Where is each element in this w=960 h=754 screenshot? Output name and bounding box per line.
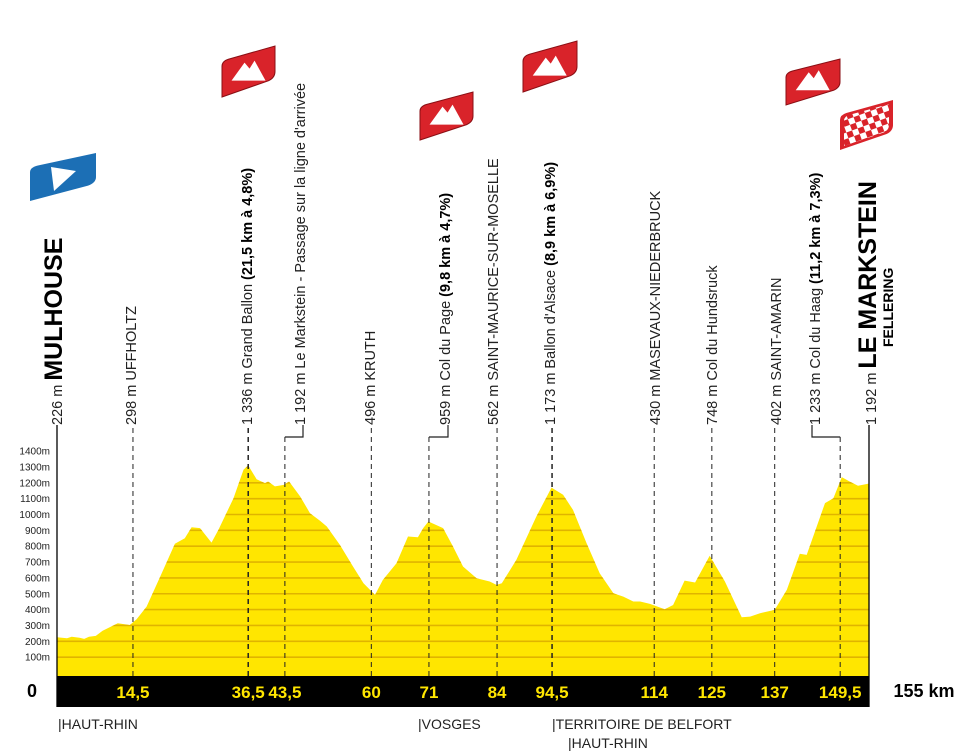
y-tick-label: 1400m: [19, 447, 50, 458]
mountain-climb-icon: [522, 40, 578, 93]
region-label: |HAUT-RHIN: [568, 735, 648, 751]
checkered-flag-icon: [840, 100, 893, 150]
x-tick-label: 94,5: [536, 683, 569, 702]
waypoint-altitude: 748 m: [705, 381, 721, 425]
x-tick-label: 36,5: [232, 683, 265, 702]
region-label: |VOSGES: [418, 716, 481, 732]
waypoint-icons: [30, 40, 893, 201]
waypoint-label: 496 m KRUTH: [363, 331, 379, 425]
waypoint-label: 959 m Col du Page (9,8 km à 4,7%): [438, 193, 454, 425]
waypoint-altitude: 1 233 m: [808, 369, 824, 425]
x-tick-label: 60: [362, 683, 381, 702]
x-tick-label: 71: [419, 683, 438, 702]
waypoint-label: 1 233 m Col du Haag (11,2 km à 7,3%): [808, 173, 824, 425]
mountain-icon: [532, 55, 567, 76]
x-tick-label: 114: [640, 683, 668, 702]
bracket-line: [811, 425, 841, 438]
y-tick-label: 1000m: [19, 510, 50, 521]
waypoint-label: 1 173 m Ballon d'Alsace (8,9 km à 6,9%): [543, 162, 559, 425]
mountain-climb-icon: [221, 45, 276, 98]
x-start-label: 0: [27, 681, 37, 701]
waypoint-altitude: 1 336 m: [240, 369, 256, 425]
mountain-icon: [429, 104, 464, 125]
y-tick-label: 500m: [25, 589, 50, 600]
waypoint-name: KRUTH: [363, 331, 379, 381]
waypoint-label: 562 m SAINT-MAURICE-SUR-MOSELLE: [486, 158, 502, 425]
waypoint-altitude: 1 192 m: [864, 369, 880, 425]
y-tick-label: 100m: [25, 653, 50, 664]
waypoint-name: MULHOUSE: [40, 238, 68, 381]
waypoint-altitude: 402 m: [769, 381, 785, 425]
y-tick-label: 800m: [25, 542, 50, 553]
bracket-line: [428, 425, 449, 438]
y-tick-label: 300m: [25, 621, 50, 632]
waypoint-name: Grand Ballon: [240, 284, 256, 369]
waypoint-altitude: 1 173 m: [543, 369, 559, 425]
start-flag-icon: [30, 153, 96, 201]
waypoint-altitude: 226 m: [50, 381, 66, 425]
waypoint-label: 430 m MASEVAUX-NIEDERBRUCK: [648, 190, 664, 425]
x-tick-label: 84: [488, 683, 507, 702]
distance-band: [57, 676, 869, 707]
waypoint-label: 1 192 m LE MARKSTEIN: [854, 181, 882, 425]
waypoint-name: SAINT-AMARIN: [769, 278, 785, 381]
play-triangle: [51, 167, 76, 191]
climb-details: (9,8 km à 4,7%): [438, 193, 454, 297]
waypoint-altitude: 1 192 m: [293, 369, 309, 425]
mountain-icon: [795, 70, 830, 91]
waypoint-name: SAINT-MAURICE-SUR-MOSELLE: [486, 158, 502, 381]
y-tick-label: 400m: [25, 605, 50, 616]
waypoint-name: Col du Haag: [808, 288, 824, 369]
bracket-line: [284, 425, 304, 438]
waypoint-name: MASEVAUX-NIEDERBRUCK: [648, 190, 664, 380]
finish-subname: FELLERING: [880, 268, 896, 347]
waypoint-name: Col du Hundsruck: [705, 265, 721, 381]
axes: 100m 200m 300m 400m 500m 600m 700m 800m 900m 1000…: [19, 425, 955, 751]
waypoint-label: 298 m UFFHOLTZ: [124, 306, 140, 425]
x-tick-label: 125: [698, 683, 726, 702]
mountain-climb-icon: [419, 91, 474, 141]
checker-pattern: [844, 104, 889, 146]
waypoint-label: 402 m SAINT-AMARIN: [769, 278, 785, 425]
waypoint-label: 748 m Col du Hundsruck: [705, 265, 721, 425]
y-tick-label: 1300m: [19, 462, 50, 473]
climb-details: (11,2 km à 7,3%): [808, 173, 824, 284]
climb-details: (8,9 km à 6,9%): [543, 162, 559, 266]
waypoint-label: 226 m MULHOUSE: [40, 238, 68, 425]
waypoint-name: Le Markstein - Passage sur la ligne d'ar…: [293, 83, 309, 369]
waypoint-label: 1 336 m Grand Ballon (21,5 km à 4,8%): [240, 168, 256, 425]
elevation-profile: [57, 465, 869, 676]
x-tick-label: 43,5: [268, 683, 301, 702]
y-tick-label: 600m: [25, 573, 50, 584]
waypoint-lines: [132, 425, 841, 676]
waypoint-name: UFFHOLTZ: [124, 306, 140, 381]
waypoint-altitude: 430 m: [648, 381, 664, 425]
mountain-icon: [231, 60, 266, 81]
y-tick-label: 1100m: [20, 494, 50, 505]
waypoint-altitude: 959 m: [438, 381, 454, 425]
waypoint-altitude: 562 m: [486, 381, 502, 425]
region-label: |HAUT-RHIN: [58, 716, 138, 732]
x-end-label: 155 km: [893, 681, 954, 701]
waypoint-name: LE MARKSTEIN: [854, 181, 882, 369]
waypoint-name: Col du Page: [438, 301, 454, 381]
waypoint-altitude: 496 m: [363, 381, 379, 425]
profile-area: [57, 465, 869, 676]
waypoint-name: Ballon d'Alsace: [543, 270, 559, 369]
climb-details: (21,5 km à 4,8%): [240, 168, 256, 280]
waypoint-altitude: 298 m: [124, 381, 140, 425]
x-tick-label: 14,5: [116, 683, 149, 702]
x-tick-label: 149,5: [819, 683, 862, 702]
y-tick-label: 1200m: [19, 478, 50, 489]
y-tick-label: 200m: [25, 637, 50, 648]
y-tick-label: 700m: [25, 558, 50, 569]
waypoint-label: 1 192 m Le Markstein - Passage sur la li…: [293, 83, 309, 425]
mountain-climb-icon: [785, 58, 841, 106]
waypoint-labels: 226 m MULHOUSE 298 m UFFHOLTZ 1 336 m Gran…: [40, 83, 896, 425]
x-tick-label: 137: [761, 683, 789, 702]
region-label: |TERRITOIRE DE BELFORT: [552, 716, 732, 732]
y-tick-label: 900m: [25, 526, 50, 537]
